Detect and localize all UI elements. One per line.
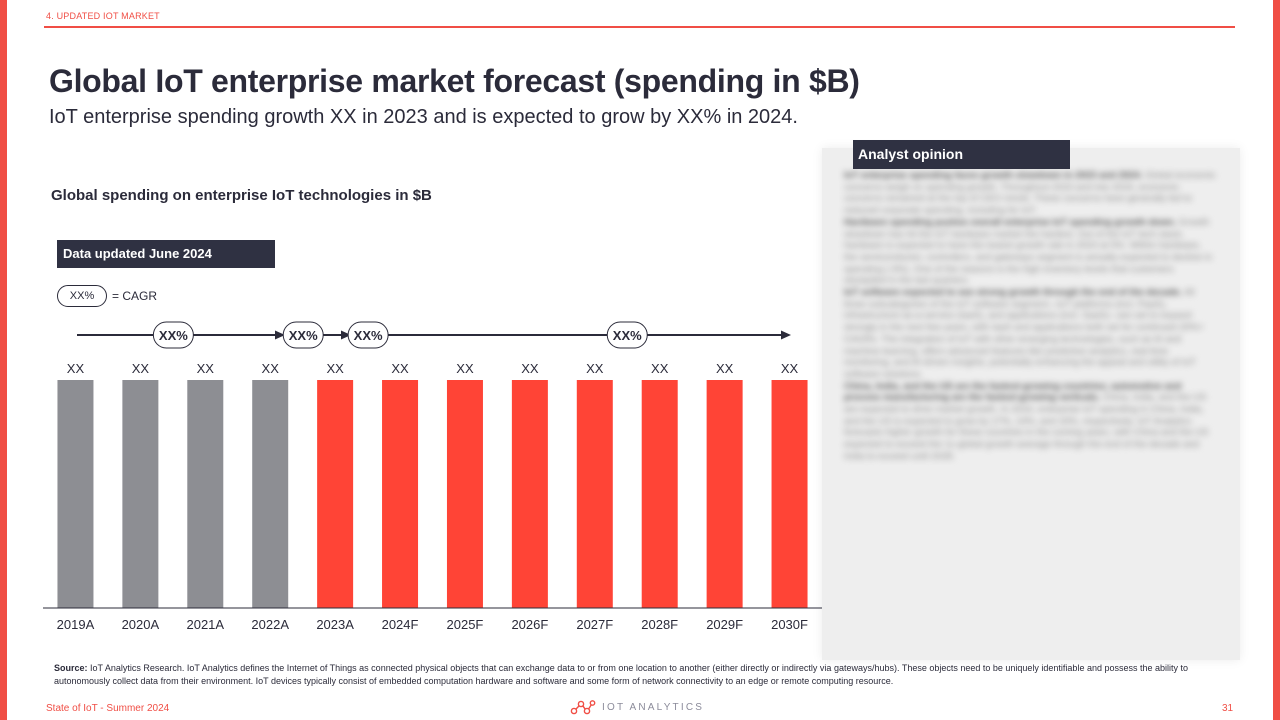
cagr-pill-label: XX% bbox=[354, 328, 383, 343]
cagr-pill bbox=[152, 321, 194, 349]
bar-value-label: XX bbox=[781, 361, 799, 376]
bar-2021A bbox=[187, 380, 224, 608]
x-tick-label: 2020A bbox=[122, 617, 160, 632]
cagr-arrowhead bbox=[781, 330, 791, 340]
analyst-para-4-heading: China, India, and the US are the fastest… bbox=[844, 380, 1182, 404]
bar-2023A bbox=[317, 380, 354, 608]
analyst-para-1: Global economic concerns weigh on spendi… bbox=[844, 170, 1216, 217]
analyst-para-1-heading: IoT enterprise spending faces growth slo… bbox=[844, 170, 1143, 181]
bar-value-label: XX bbox=[586, 361, 604, 376]
analyst-para-2: Growth slowdown has hit the IoT hardware… bbox=[844, 216, 1213, 287]
bar-2027F bbox=[576, 380, 613, 608]
cagr-pill-label: XX% bbox=[289, 328, 318, 343]
bar-2026F bbox=[511, 380, 548, 608]
cagr-arrowhead bbox=[341, 330, 351, 340]
section-tag: 4. UPDATED IOT MARKET bbox=[46, 11, 160, 21]
x-tick-label: 2021A bbox=[186, 617, 224, 632]
bar-2022A bbox=[252, 380, 289, 608]
analyst-opinion-panel: IoT enterprise spending faces growth slo… bbox=[822, 148, 1240, 660]
analyst-para-3: All three subcategories of the IoT softw… bbox=[844, 287, 1204, 380]
bar-value-label: XX bbox=[262, 361, 280, 376]
bar-2020A bbox=[122, 380, 159, 608]
right-frame-bar bbox=[1273, 0, 1280, 720]
bar-value-label: XX bbox=[132, 361, 150, 376]
page-subtitle: IoT enterprise spending growth XX in 202… bbox=[49, 106, 798, 128]
bar-value-label: XX bbox=[326, 361, 344, 376]
source-label: Source: bbox=[54, 663, 88, 673]
cagr-legend-text: = CAGR bbox=[112, 289, 158, 303]
top-divider bbox=[44, 26, 1235, 28]
analyst-para-2-heading: Hardware spending pushes overall enterpr… bbox=[844, 216, 1177, 228]
analyst-para-4: China, India, and the US are expected to… bbox=[844, 392, 1209, 462]
bar-value-label: XX bbox=[651, 361, 669, 376]
bar-value-label: XX bbox=[197, 361, 215, 376]
bar-2028F bbox=[641, 380, 678, 608]
bar-2024F bbox=[382, 380, 419, 608]
chart-heading: Global spending on enterprise IoT techno… bbox=[51, 187, 432, 204]
x-tick-label: 2025F bbox=[447, 617, 484, 632]
cagr-pill bbox=[282, 321, 324, 349]
bar-2019A bbox=[57, 380, 94, 608]
x-tick-label: 2028F bbox=[641, 617, 678, 632]
iot-spending-bar-chart: XX 2019A XX 2020A XX 2021A XX 2022A XX 2023A XX 202… bbox=[43, 321, 822, 632]
bar-2030F bbox=[771, 380, 808, 608]
page-title: Global IoT enterprise market forecast (s… bbox=[49, 63, 860, 99]
x-tick-label: 2024F bbox=[382, 617, 419, 632]
footer-report-name: State of IoT - Summer 2024 bbox=[46, 703, 170, 714]
page-number: 31 bbox=[1222, 703, 1234, 714]
source-text: IoT Analytics Research. IoT Analytics de… bbox=[54, 663, 1189, 686]
cagr-arrowhead bbox=[275, 330, 285, 340]
bar-value-label: XX bbox=[716, 361, 734, 376]
data-updated-badge: Data updated June 2024 bbox=[57, 240, 275, 268]
x-tick-label: 2019A bbox=[57, 617, 95, 632]
cagr-pill-label: XX% bbox=[613, 328, 642, 343]
cagr-pill bbox=[606, 321, 648, 349]
bar-value-label: XX bbox=[67, 361, 85, 376]
x-tick-label: 2027F bbox=[576, 617, 613, 632]
footer-brand-name: IOT ANALYTICS bbox=[602, 701, 705, 713]
x-tick-label: 2023A bbox=[316, 617, 354, 632]
bar-value-label: XX bbox=[391, 361, 409, 376]
source-note: Source: IoT Analytics Research. IoT Anal… bbox=[54, 662, 1224, 687]
analyst-opinion-header: Analyst opinion bbox=[853, 140, 1070, 169]
bar-value-label: XX bbox=[521, 361, 539, 376]
analyst-opinion-text: IoT enterprise spending faces growth slo… bbox=[844, 170, 1216, 463]
cagr-pill-label: XX% bbox=[159, 328, 188, 343]
bar-2025F bbox=[446, 380, 483, 608]
footer-brand: IOT ANALYTICS bbox=[570, 697, 704, 717]
x-tick-label: 2030F bbox=[771, 617, 808, 632]
left-frame-bar bbox=[0, 0, 7, 720]
bar-value-label: XX bbox=[456, 361, 474, 376]
network-logo-icon bbox=[570, 700, 596, 715]
x-tick-label: 2026F bbox=[511, 617, 548, 632]
x-tick-label: 2022A bbox=[251, 617, 289, 632]
cagr-pill bbox=[347, 321, 389, 349]
bar-2029F bbox=[706, 380, 743, 608]
cagr-legend-pill: XX% bbox=[57, 285, 107, 307]
x-tick-label: 2029F bbox=[706, 617, 743, 632]
analyst-para-3-heading: IoT software expected to see strong grow… bbox=[844, 287, 1182, 299]
